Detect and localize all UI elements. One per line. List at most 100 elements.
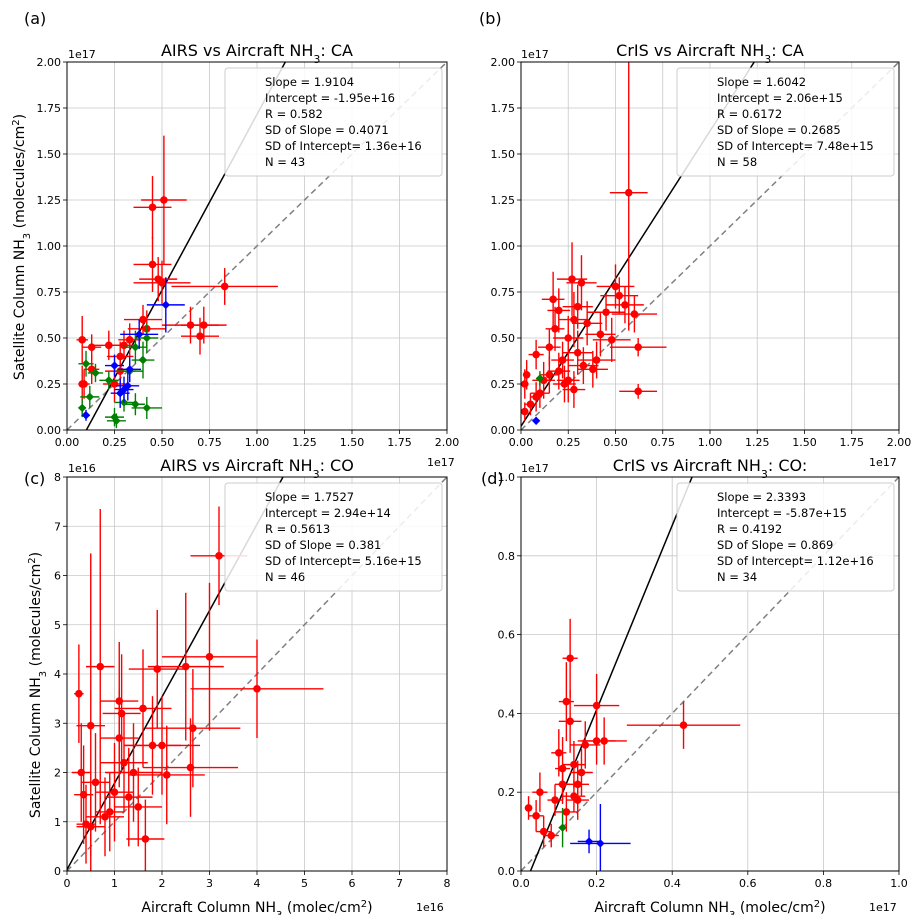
point-marker — [86, 822, 95, 831]
data-point — [541, 271, 565, 327]
point-marker — [142, 403, 151, 413]
point-marker — [120, 758, 128, 767]
data-point — [78, 398, 87, 418]
y-tick-label: 1.00 — [37, 240, 62, 253]
y-tick-label: 8 — [54, 471, 61, 484]
y-tick-label: 0.8 — [498, 550, 516, 563]
data-point — [181, 317, 219, 355]
x-tick-label: 0.50 — [150, 436, 175, 449]
y-tick-label: 0.75 — [37, 286, 62, 299]
point-marker — [551, 796, 559, 804]
point-marker — [521, 380, 529, 388]
point-marker — [570, 315, 578, 324]
data-point — [555, 764, 571, 805]
stats-line: SD of Intercept= 1.12e+16 — [717, 554, 874, 568]
y-tick-label: 0.2 — [498, 786, 516, 799]
data-point — [587, 293, 625, 331]
data-point — [562, 371, 586, 408]
data-point — [611, 295, 658, 333]
data-point — [128, 725, 205, 825]
data-point — [558, 292, 590, 348]
y-tick-label: 0.00 — [491, 424, 516, 437]
point-marker — [142, 333, 151, 343]
stats-line: R = 0.582 — [265, 107, 323, 121]
point-marker — [600, 737, 608, 745]
point-marker — [592, 701, 601, 710]
y-tick-label: 1.0 — [498, 471, 516, 484]
point-marker — [91, 368, 100, 378]
y-axis-label-top: Satellite Column NH3 (molecules/cm2) — [11, 114, 33, 380]
x-tick-label: 1.75 — [840, 436, 865, 449]
data-point — [171, 268, 278, 305]
data-point — [585, 312, 616, 357]
data-point — [125, 393, 145, 416]
plot-content — [67, 477, 447, 871]
point-marker — [583, 319, 591, 328]
point-marker — [253, 684, 261, 693]
point-marker — [545, 371, 554, 379]
y-tick-label: 0.50 — [37, 332, 62, 345]
data-point — [521, 402, 529, 421]
data-point — [543, 823, 559, 848]
y-tick-label: 0.0 — [498, 865, 516, 878]
point-marker — [568, 275, 576, 283]
x-tick-label: 1.00 — [245, 436, 270, 449]
data-point — [600, 277, 639, 315]
x-tick-label: 0.0 — [512, 877, 530, 890]
data-point — [547, 784, 563, 816]
panel-label: (b) — [479, 9, 502, 28]
data-point — [572, 301, 603, 346]
data-point — [80, 385, 100, 408]
y-tick-label: 0.75 — [491, 286, 516, 299]
data-point — [547, 288, 571, 333]
x-tick-label: 6 — [349, 877, 356, 890]
x-scale-label: 1e17 — [869, 901, 897, 914]
data-point — [102, 654, 141, 773]
y-tick-label: 0 — [54, 865, 61, 878]
point-marker — [526, 400, 535, 409]
point-marker — [584, 837, 594, 846]
data-point — [609, 338, 667, 357]
data-point — [95, 742, 134, 842]
point-marker — [581, 741, 590, 749]
data-point — [146, 277, 185, 333]
plot-area: 0 1 2 3 4 5 6 7 8 0 1 2 3 4 5 6 7 8 Slope = 1.7527 Intercep… — [54, 471, 451, 890]
point-marker — [105, 341, 113, 350]
data-point — [105, 407, 124, 427]
panel-a: (a) AIRS vs Aircraft NH3: CA 1e17 1e17 0… — [24, 9, 460, 469]
y-tick-label: 2.00 — [491, 56, 516, 69]
point-marker — [75, 689, 83, 698]
data-point — [181, 306, 227, 344]
point-marker — [611, 282, 620, 291]
point-marker — [154, 275, 162, 283]
x-tick-label: 5 — [301, 877, 308, 890]
data-point — [139, 257, 178, 302]
point-marker — [549, 295, 557, 304]
point-marker — [162, 771, 171, 779]
x-tick-label: 1 — [111, 877, 118, 890]
data-point — [131, 341, 155, 379]
stats-line: Intercept = 2.06e+15 — [717, 91, 843, 105]
data-point — [570, 748, 593, 797]
data-point — [558, 662, 574, 741]
y-scale-label: 1e16 — [68, 462, 96, 475]
data-point — [74, 644, 84, 743]
data-point — [570, 804, 631, 871]
data-point — [76, 797, 105, 857]
point-marker — [570, 385, 578, 394]
point-marker — [555, 367, 563, 375]
data-point — [133, 176, 172, 239]
point-marker — [80, 380, 88, 388]
x-tick-label: 0.00 — [55, 436, 80, 449]
point-marker — [125, 365, 134, 374]
stats-line: Slope = 2.3393 — [717, 490, 806, 504]
data-point — [553, 365, 576, 403]
point-marker — [566, 717, 574, 726]
stats-line: SD of Intercept= 1.36e+16 — [265, 139, 422, 153]
x-tick-label: 0.8 — [815, 877, 833, 890]
point-marker — [135, 330, 144, 339]
x-tick-label: 2.00 — [435, 436, 460, 449]
x-tick-label: 4 — [254, 877, 261, 890]
stats-box — [224, 67, 443, 177]
panel-label: (c) — [24, 469, 45, 488]
